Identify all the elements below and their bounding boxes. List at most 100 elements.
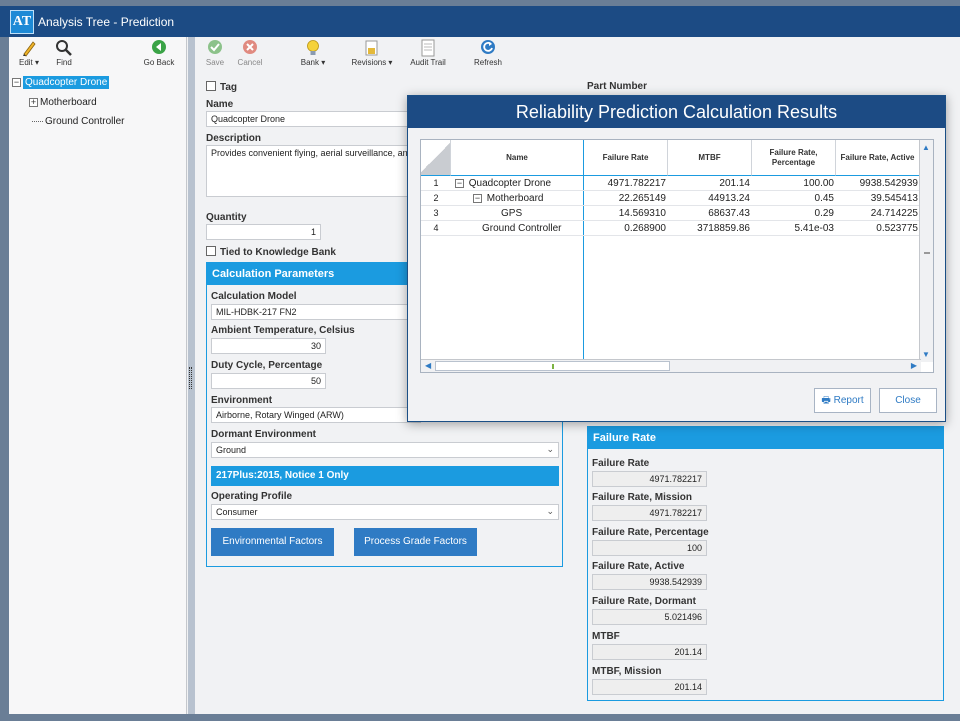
environmental-factors-button[interactable]: Environmental Factors: [211, 528, 334, 556]
report-label: Report: [833, 395, 864, 406]
mtbf-mission-value: 201.14: [592, 679, 707, 695]
refresh-label: Refresh: [473, 58, 502, 67]
row-name: Motherboard: [486, 193, 544, 204]
active-cell: 9938.542939: [859, 178, 918, 189]
magnifier-icon: [53, 39, 75, 58]
process-grade-factors-button[interactable]: Process Grade Factors: [354, 528, 477, 556]
scroll-down-icon[interactable]: ▼: [922, 350, 930, 359]
scroll-thumb[interactable]: [924, 252, 930, 254]
table-row[interactable]: 4 Ground Controller 0.268900 3718859.86 …: [421, 221, 921, 236]
fr-mission-value: 4971.782217: [592, 505, 707, 521]
name-field[interactable]: Quadcopter Drone: [206, 111, 421, 127]
table-row[interactable]: 1 − Quadcopter Drone 4971.782217 201.14 …: [421, 176, 921, 191]
save-button[interactable]: Save: [203, 39, 227, 67]
horizontal-scrollbar[interactable]: ◀ ▶: [421, 359, 921, 372]
fr-mission-label: Failure Rate, Mission: [592, 492, 693, 503]
expand-icon[interactable]: +: [29, 96, 38, 107]
part-number-label: Part Number: [587, 81, 648, 92]
fr-value: 4971.782217: [592, 471, 707, 487]
go-back-button[interactable]: Go Back: [141, 39, 177, 67]
check-icon: [203, 39, 227, 58]
close-button[interactable]: Close: [879, 388, 937, 413]
fr-cell: 0.268900: [624, 223, 666, 234]
col-header-fr-percentage[interactable]: Failure Rate, Percentage: [752, 140, 836, 176]
checkbox-icon[interactable]: [206, 246, 216, 256]
name-cell: − Motherboard: [473, 191, 583, 206]
tree-node-root[interactable]: − Quadcopter Drone: [12, 76, 110, 89]
fr-active-label: Failure Rate, Active: [592, 561, 685, 572]
table-row[interactable]: 2 − Motherboard 22.265149 44913.24 0.45 …: [421, 191, 921, 206]
environment-field[interactable]: Airborne, Rotary Winged (ARW): [211, 407, 421, 423]
tree-node-ground-controller[interactable]: Ground Controller: [32, 116, 124, 127]
scroll-up-icon[interactable]: ▲: [922, 143, 930, 152]
pct-cell: 0.29: [814, 208, 834, 219]
fr-dormant-label: Failure Rate, Dormant: [592, 596, 696, 607]
results-grid: Name Failure Rate MTBF Failure Rate, Per…: [420, 139, 934, 373]
tree-node-motherboard[interactable]: + Motherboard: [29, 97, 97, 108]
table-row[interactable]: 3 GPS 14.569310 68637.43 0.29 24.714225: [421, 206, 921, 221]
quantity-label: Quantity: [206, 212, 247, 223]
description-field[interactable]: Provides convenient flying, aerial surve…: [206, 145, 421, 197]
lightbulb-icon: [295, 39, 331, 58]
tag-checkbox[interactable]: Tag: [206, 81, 237, 93]
scroll-left-icon[interactable]: ◀: [425, 361, 432, 370]
cancel-button[interactable]: Cancel: [233, 39, 267, 67]
back-arrow-icon: [141, 39, 177, 58]
report-button[interactable]: 🖶 Report: [814, 388, 871, 413]
vertical-scrollbar[interactable]: ▲ ▼: [919, 140, 933, 362]
ambient-field[interactable]: 30: [211, 338, 326, 354]
revisions-button[interactable]: Revisions ▾: [347, 39, 397, 67]
mtbf-cell: 201.14: [719, 178, 750, 189]
notice-bar: 217Plus:2015, Notice 1 Only: [211, 466, 559, 486]
audit-trail-label: Audit Trail: [410, 58, 446, 67]
find-button[interactable]: Find: [53, 39, 75, 67]
col-header-name[interactable]: Name: [451, 140, 584, 176]
quantity-field[interactable]: 1: [206, 224, 321, 240]
duty-field[interactable]: 50: [211, 373, 326, 389]
audit-trail-button[interactable]: Audit Trail: [407, 39, 449, 67]
pct-cell: 0.45: [814, 193, 834, 204]
col-header-mtbf[interactable]: MTBF: [668, 140, 752, 176]
edit-label: Edit ▾: [18, 58, 40, 67]
bank-button[interactable]: Bank ▾: [295, 39, 331, 67]
tied-label: Tied to Knowledge Bank: [220, 247, 336, 258]
tree-node-label: Quadcopter Drone: [23, 76, 110, 89]
failure-rate-header: Failure Rate: [588, 427, 943, 449]
refresh-button[interactable]: Refresh: [470, 39, 506, 67]
chevron-down-icon: ⌄: [546, 506, 554, 516]
audit-icon: [407, 39, 449, 58]
mtbf-mission-label: MTBF, Mission: [592, 666, 662, 677]
fr-cell: 22.265149: [618, 193, 666, 204]
fr-percentage-label: Failure Rate, Percentage: [592, 527, 709, 538]
results-dialog: Reliability Prediction Calculation Resul…: [407, 95, 946, 422]
row-number: 3: [433, 208, 439, 218]
h-scroll-thumb[interactable]: [435, 361, 670, 371]
duty-label: Duty Cycle, Percentage: [211, 360, 323, 371]
scroll-right-icon[interactable]: ▶: [910, 361, 917, 370]
profile-label: Operating Profile: [211, 491, 293, 502]
row-number: 2: [433, 193, 439, 203]
checkbox-icon[interactable]: [206, 81, 216, 91]
collapse-icon[interactable]: −: [12, 76, 21, 87]
pct-cell: 5.41e-03: [794, 223, 834, 234]
go-back-label: Go Back: [143, 58, 175, 67]
find-label: Find: [56, 58, 72, 67]
fr-active-value: 9938.542939: [592, 574, 707, 590]
row-name: Ground Controller: [482, 223, 562, 234]
tied-checkbox[interactable]: Tied to Knowledge Bank: [206, 246, 336, 258]
col-header-fr-active[interactable]: Failure Rate, Active: [836, 140, 920, 176]
profile-select[interactable]: Consumer ⌄: [211, 504, 559, 520]
refresh-icon: [470, 39, 506, 58]
dormant-select[interactable]: Ground ⌄: [211, 442, 559, 458]
mtbf-cell: 3718859.86: [697, 223, 750, 234]
collapse-icon[interactable]: −: [473, 192, 482, 203]
edit-button[interactable]: Edit ▾: [16, 39, 42, 67]
revisions-label: Revisions ▾: [351, 58, 393, 67]
mtbf-cell: 68637.43: [708, 208, 750, 219]
model-field[interactable]: MIL-HDBK-217 FN2: [211, 304, 421, 320]
grid-corner: [421, 140, 451, 176]
fr-cell: 14.569310: [618, 208, 666, 219]
splitter-grip[interactable]: [189, 367, 192, 389]
collapse-icon[interactable]: −: [455, 177, 464, 188]
col-header-failure-rate[interactable]: Failure Rate: [584, 140, 668, 176]
